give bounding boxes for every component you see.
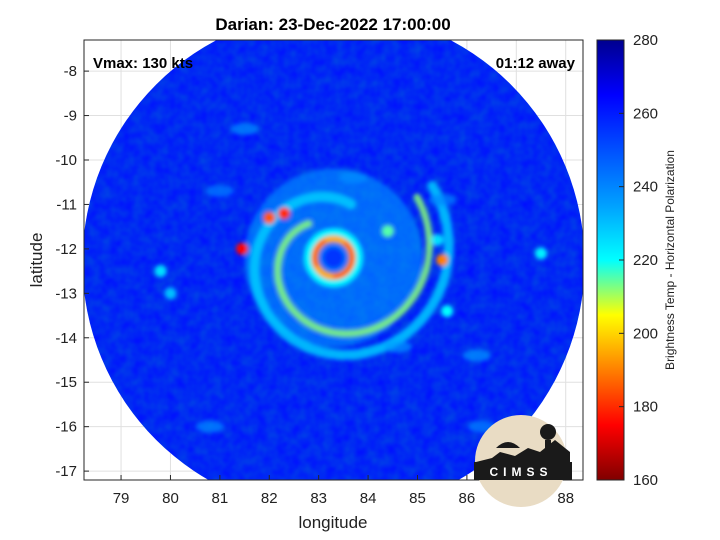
colorbar-tick-label: 180 [633, 399, 658, 416]
x-tick-label: 83 [310, 490, 327, 507]
eyewall-outer [303, 228, 364, 288]
cloud-patch [339, 171, 368, 184]
x-tick-label: 88 [557, 490, 574, 507]
y-tick-labels: -8 -9 -10 -11 -12 -13 -14 -15 -16 -17 [55, 63, 89, 480]
eyewall-deep-convection [313, 237, 354, 279]
y-tick-label: -11 [56, 196, 77, 213]
x-tick-label: 84 [360, 490, 377, 507]
y-tick-label: -17 [55, 463, 77, 480]
convective-cell [278, 207, 291, 220]
convective-cell [236, 242, 249, 255]
convective-cell [441, 305, 454, 318]
colorbar-ticks: 160 180 200 220 240 260 280 [619, 32, 658, 489]
convective-cell [164, 287, 177, 300]
colorbar-tick-label: 200 [633, 325, 658, 342]
y-tick-label: -16 [55, 419, 77, 436]
convective-cell [431, 234, 444, 246]
convective-cell [381, 225, 394, 238]
y-tick-label: -12 [55, 241, 77, 258]
x-tick-label: 81 [212, 490, 229, 507]
cloud-patch [195, 420, 224, 433]
y-tick-label: -8 [64, 63, 77, 80]
colorbar: 160 180 200 220 240 260 280 Brightness Temp - … [596, 32, 677, 489]
y-tick-label: -10 [55, 152, 77, 169]
x-tick-label: 86 [459, 490, 476, 507]
plot-frame [83, 39, 584, 481]
colorbar-tick-label: 280 [633, 32, 658, 49]
convective-cell [154, 265, 167, 278]
colorbar-label: Brightness Temp - Horizontal Polarizatio… [663, 150, 677, 370]
y-tick-label: -13 [55, 285, 77, 302]
time-away-annotation: 01:12 away [496, 55, 576, 72]
inner-rain-band [274, 193, 433, 338]
cloud-patch [230, 122, 259, 135]
plot-area [83, 39, 584, 481]
storm-eye [323, 247, 344, 269]
y-tick-label: -9 [64, 108, 77, 125]
cloud-patch [383, 340, 412, 353]
y-axis-label: latitude [27, 233, 46, 288]
x-axis-label: longitude [298, 513, 367, 532]
x-tick-label: 79 [113, 490, 130, 507]
x-tick-label: 80 [162, 490, 179, 507]
convective-cell [436, 254, 449, 266]
colorbar-tick-label: 220 [633, 252, 658, 269]
cloud-patch [428, 194, 457, 206]
cimss-logo: CIMSS [474, 415, 572, 507]
colorbar-tick-label: 240 [633, 179, 658, 196]
chart-title: Darian: 23-Dec-2022 17:00:00 [215, 15, 450, 34]
vmax-annotation: Vmax: 130 kts [93, 55, 193, 72]
x-tick-label: 82 [261, 490, 278, 507]
outer-rain-band [249, 181, 454, 360]
convective-cell [535, 247, 548, 260]
cimss-logo-text: CIMSS [489, 465, 552, 479]
convective-cell [263, 211, 276, 224]
x-tick-label: 85 [409, 490, 426, 507]
colorbar-tick-label: 260 [633, 105, 658, 122]
cloud-patch [205, 185, 234, 198]
cloud-patch [462, 349, 491, 362]
colorbar-tick-label: 160 [633, 472, 658, 489]
heatmap-swath [84, 40, 583, 480]
y-tick-label: -14 [55, 330, 77, 347]
y-tick-label: -15 [55, 374, 77, 391]
